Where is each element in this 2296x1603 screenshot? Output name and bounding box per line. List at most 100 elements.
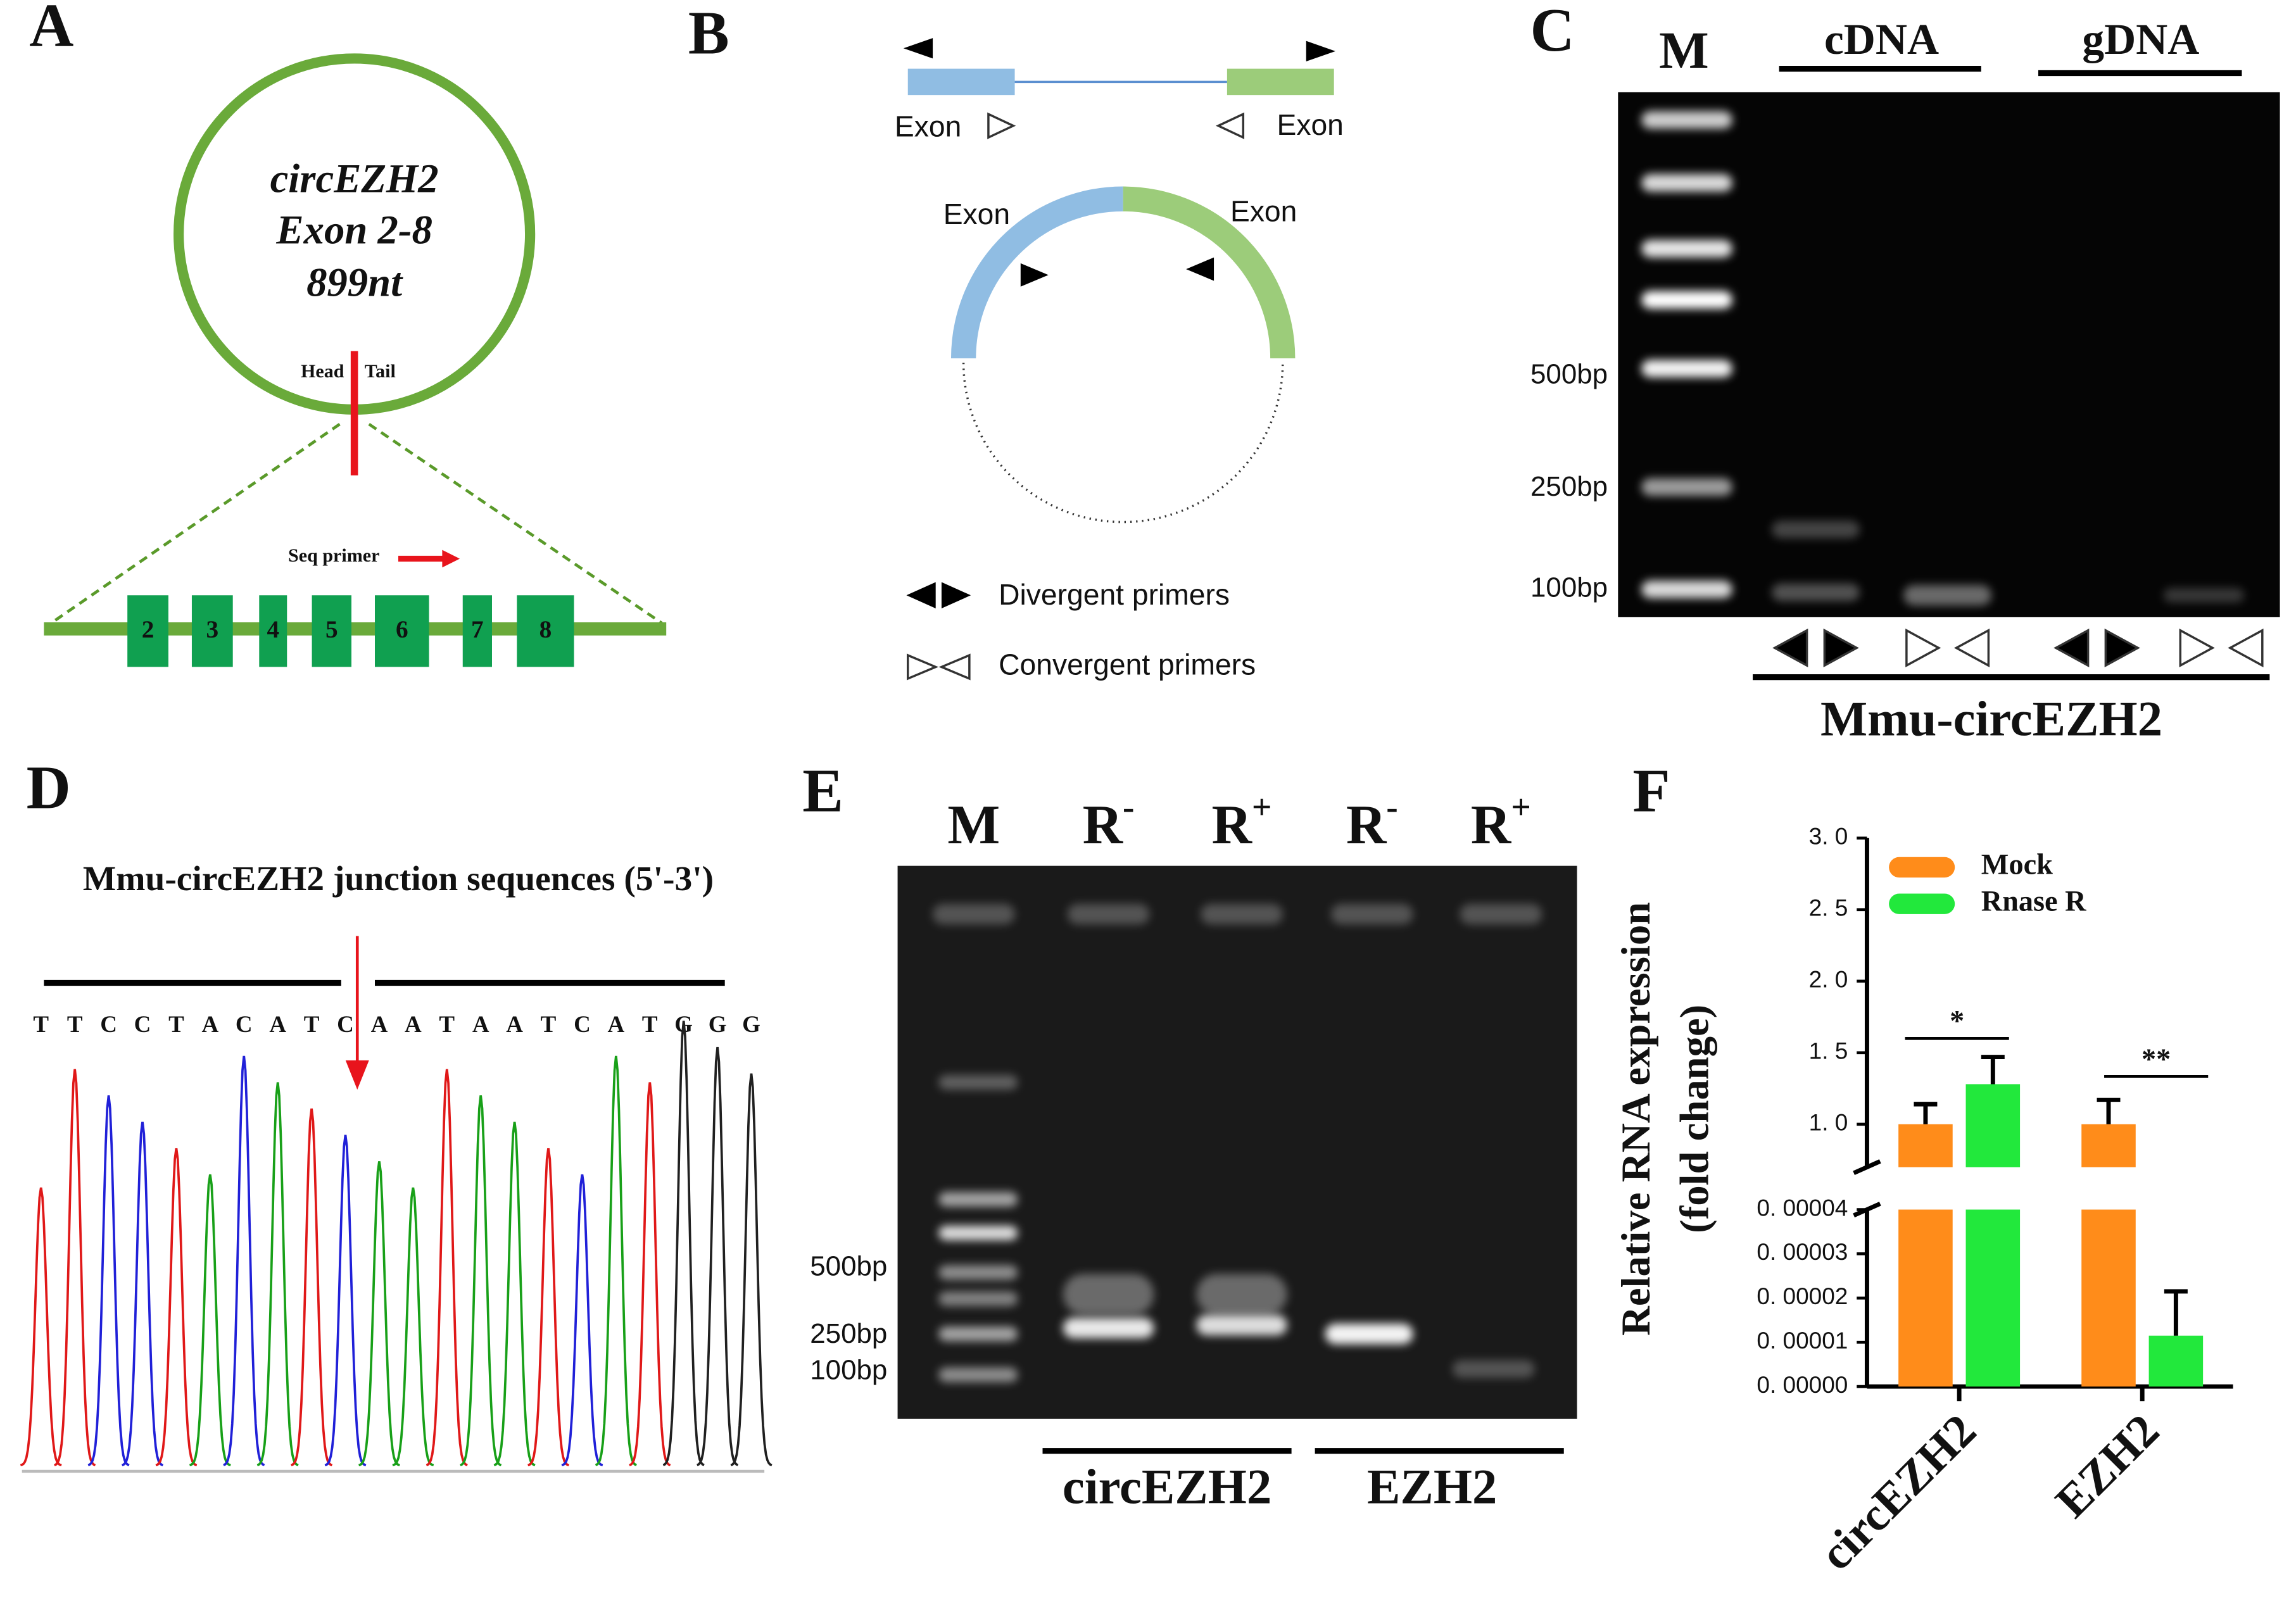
intron-arc [962, 362, 1284, 524]
exon-box [907, 68, 1015, 96]
base-letter: A [371, 1011, 388, 1037]
gel-band [933, 903, 1015, 925]
gel-band [1460, 903, 1542, 925]
base-letter: T [168, 1011, 184, 1037]
exon-box [259, 595, 287, 667]
y-tick-label: 2. 5 [1809, 895, 1848, 921]
gel-band [1641, 239, 1732, 258]
gel-band [938, 1225, 1018, 1241]
primer-triangle [1905, 628, 1941, 668]
exon-number: 8 [539, 616, 552, 643]
exon-box [312, 595, 351, 667]
junction-arrow-head [345, 1060, 369, 1090]
exon-box [462, 595, 492, 667]
y-tick-label: 0. 00004 [1757, 1195, 1848, 1221]
primer-triangle [1186, 257, 1214, 281]
primer-triangle [987, 112, 1016, 139]
base-letter: A [269, 1011, 286, 1037]
circle-label: 899nt [306, 260, 403, 305]
bar [2081, 1124, 2136, 1167]
lane-sup: - [1123, 788, 1134, 826]
exon-box [375, 595, 429, 667]
lane-text: R [1346, 794, 1387, 855]
y-tick-label: 0. 00001 [1757, 1328, 1848, 1354]
legend-label: Rnase R [1981, 884, 2086, 917]
trace-peak [697, 1047, 739, 1466]
trace-peak [561, 1174, 603, 1467]
base-letter: C [100, 1011, 117, 1037]
gel-band [2163, 588, 2244, 603]
panel-label: F [1632, 756, 1670, 824]
y-tick-label: 1. 5 [1809, 1038, 1848, 1064]
trace-peak [20, 1187, 62, 1467]
trace-peak [460, 1095, 502, 1467]
bar [1965, 1084, 2021, 1167]
exon-label: Exon [943, 198, 1010, 230]
panel-label: A [29, 0, 73, 60]
primer-triangle [2104, 628, 2140, 668]
y-tick-label: 0. 00002 [1757, 1283, 1848, 1309]
trace-peak [662, 1021, 705, 1466]
base-letter: G [742, 1011, 760, 1037]
base-letter: C [337, 1011, 354, 1037]
base-letter: T [642, 1011, 658, 1037]
lane-text: R [1083, 794, 1124, 855]
exon-number: 7 [471, 616, 484, 643]
size-label: 500bp [810, 1251, 887, 1282]
group-label: EZH2 [1367, 1459, 1497, 1514]
primer-triangle [2179, 628, 2215, 668]
trace-peak [189, 1174, 231, 1467]
primer-triangle [903, 38, 933, 59]
exon-number: 4 [267, 616, 279, 643]
panel-a: A Head Tail Seq primer circEZH2 Exon 2-8 8… [29, 0, 667, 667]
target-label: Mmu-circEZH2 [1820, 691, 2162, 746]
base-letter: A [201, 1011, 218, 1037]
base-letter: T [541, 1011, 557, 1037]
gel-band [1641, 360, 1732, 378]
trace-peak [87, 1095, 130, 1467]
bar [2148, 1335, 2204, 1387]
axis-break [1853, 1159, 1881, 1175]
primer-triangle [2228, 628, 2264, 668]
y-axis-title: (fold change) [1671, 1005, 1717, 1233]
gel-band [938, 1265, 1018, 1280]
primer-triangle [1306, 41, 1335, 62]
gel-band [1903, 585, 1991, 606]
bar [1898, 1124, 1953, 1167]
trace-peak [730, 1073, 773, 1467]
y-axis-title: Relative RNA expression [1613, 902, 1658, 1336]
y-tick-label: 3. 0 [1809, 824, 1848, 850]
base-letter: T [304, 1011, 320, 1037]
gel-band [938, 1367, 1018, 1383]
legend-symbol [907, 653, 939, 681]
primer-triangle [1772, 628, 1808, 668]
group-label: gDNA [2082, 15, 2199, 63]
trace-peak [595, 1055, 637, 1466]
exon-label: Exon [1230, 195, 1297, 228]
legend-swatch [1889, 857, 1955, 878]
trace-peak [324, 1135, 367, 1467]
panel-b: B Exon Exon Exon Exon Divergent primers … [688, 0, 1344, 681]
trace-peak [54, 1069, 96, 1467]
base-letter: G [709, 1011, 727, 1037]
size-label: 250bp [810, 1318, 887, 1349]
lane-sup: - [1386, 788, 1397, 826]
gel-band [1331, 903, 1413, 925]
tail-label: Tail [365, 361, 396, 382]
trace-peak [256, 1082, 299, 1467]
marker-label: M [1659, 21, 1709, 79]
trace-peak [155, 1148, 198, 1467]
lane-sup: + [1252, 788, 1272, 826]
exon-box [191, 595, 233, 667]
y-tick-label: 2. 0 [1809, 967, 1848, 993]
gel-band [1641, 173, 1732, 192]
gel-band [1453, 1360, 1535, 1378]
bar [1898, 1209, 1953, 1387]
base-letter: T [67, 1011, 83, 1037]
gel-band [938, 1075, 1018, 1090]
primer-triangle [1953, 628, 1990, 668]
base-letter: C [574, 1011, 591, 1037]
trace-peak [629, 1082, 671, 1467]
y-tick-label: 1. 0 [1809, 1110, 1848, 1136]
